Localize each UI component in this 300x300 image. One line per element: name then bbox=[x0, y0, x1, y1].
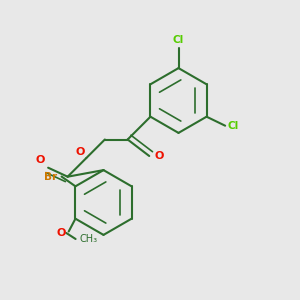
Text: CH₃: CH₃ bbox=[80, 234, 98, 244]
Text: Cl: Cl bbox=[227, 121, 239, 131]
Text: Cl: Cl bbox=[173, 35, 184, 45]
Text: Br: Br bbox=[44, 172, 57, 182]
Text: O: O bbox=[56, 228, 66, 238]
Text: O: O bbox=[154, 151, 164, 161]
Text: O: O bbox=[75, 147, 85, 157]
Text: O: O bbox=[36, 155, 45, 165]
